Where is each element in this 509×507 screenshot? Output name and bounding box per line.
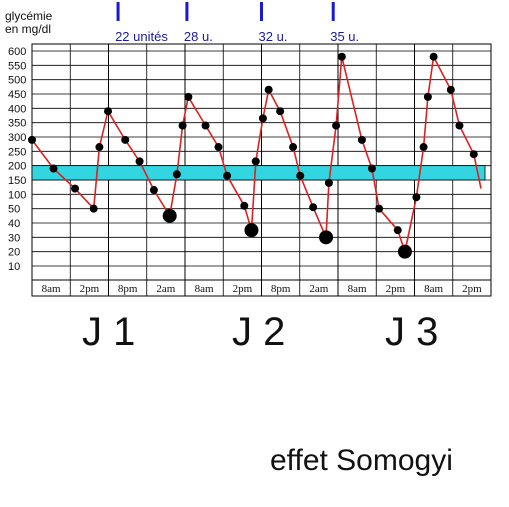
y-tick-label: 200 xyxy=(8,161,26,173)
x-tick-label: 8am xyxy=(42,283,61,295)
caption: effet Somogyi xyxy=(270,444,453,477)
dose-label: 32 u. xyxy=(259,29,288,44)
data-point xyxy=(149,186,158,195)
x-tick-label: 2am xyxy=(309,283,328,295)
y-tick-label: 150 xyxy=(8,175,26,187)
x-tick-label: 2am xyxy=(156,283,175,295)
glycemia-series-line xyxy=(31,55,482,253)
target-band xyxy=(31,165,486,181)
data-point xyxy=(240,201,249,210)
y-tick-label: 30 xyxy=(8,232,20,244)
data-point xyxy=(412,193,421,202)
y-tick-label: 550 xyxy=(8,60,26,72)
data-point xyxy=(357,135,366,144)
x-tick-label: 2pm xyxy=(233,283,253,295)
data-point xyxy=(135,157,144,166)
data-point xyxy=(214,143,223,152)
day-label-j2: J 2 xyxy=(232,310,286,354)
y-tick-label: 50 xyxy=(8,204,20,216)
y-tick-label: 20 xyxy=(8,247,20,259)
data-point xyxy=(446,85,455,94)
hypoglycemia-point xyxy=(162,208,177,223)
y-tick-label: 600 xyxy=(8,46,26,58)
hypoglycemia-point xyxy=(319,230,334,245)
y-axis-title-line1: glycémie xyxy=(5,9,53,23)
x-tick-label: 2pm xyxy=(386,283,406,295)
data-point xyxy=(393,226,402,235)
data-point xyxy=(89,204,98,213)
x-tick-label: 8am xyxy=(348,283,367,295)
hypoglycemia-point xyxy=(244,223,259,238)
y-axis-title-line2: en mg/dl xyxy=(5,22,52,36)
y-tick-label: 300 xyxy=(8,132,26,144)
day-label-j1: J 1 xyxy=(82,310,136,354)
data-point xyxy=(71,184,80,193)
dose-label: 28 u. xyxy=(184,29,213,44)
data-point xyxy=(172,170,181,179)
y-tick-label: 10 xyxy=(8,261,20,273)
data-point xyxy=(49,164,58,173)
y-tick-label: 450 xyxy=(8,89,26,101)
data-point xyxy=(258,114,267,123)
data-point xyxy=(104,107,113,116)
x-tick-label: 8pm xyxy=(271,283,291,295)
data-point xyxy=(251,157,260,166)
data-point xyxy=(178,121,187,130)
x-tick-label: 8pm xyxy=(118,283,138,295)
data-point xyxy=(276,107,285,116)
data-point xyxy=(264,85,273,94)
x-tick-label: 8am xyxy=(195,283,214,295)
data-point xyxy=(455,121,464,130)
data-point xyxy=(309,203,318,212)
data-point xyxy=(184,92,193,101)
dose-label: 22 unités xyxy=(115,29,168,44)
data-point xyxy=(296,171,305,180)
data-point xyxy=(201,121,210,130)
x-tick-label: 2pm xyxy=(462,283,482,295)
data-point xyxy=(28,135,36,144)
x-tick-label: 2pm xyxy=(80,283,100,295)
data-point xyxy=(289,143,298,152)
day-label-j3: J 3 xyxy=(385,310,439,354)
data-point xyxy=(367,164,376,173)
y-tick-label: 100 xyxy=(8,189,26,201)
y-tick-label: 400 xyxy=(8,103,26,115)
hypoglycemia-point xyxy=(397,244,412,259)
data-point xyxy=(337,52,346,61)
data-point xyxy=(121,135,130,144)
data-point xyxy=(423,92,432,101)
data-point xyxy=(429,52,438,61)
data-point xyxy=(95,143,104,152)
y-tick-label: 350 xyxy=(8,118,26,130)
x-tick-label: 8am xyxy=(424,283,443,295)
y-tick-label: 40 xyxy=(8,218,20,230)
data-point xyxy=(469,150,478,159)
y-tick-label: 500 xyxy=(8,75,26,87)
data-point xyxy=(324,178,333,187)
y-tick-label: 250 xyxy=(8,146,26,158)
dose-label: 35 u. xyxy=(330,29,359,44)
data-point xyxy=(375,204,384,213)
data-point xyxy=(223,171,232,180)
data-point xyxy=(419,143,428,152)
data-point xyxy=(332,121,341,130)
